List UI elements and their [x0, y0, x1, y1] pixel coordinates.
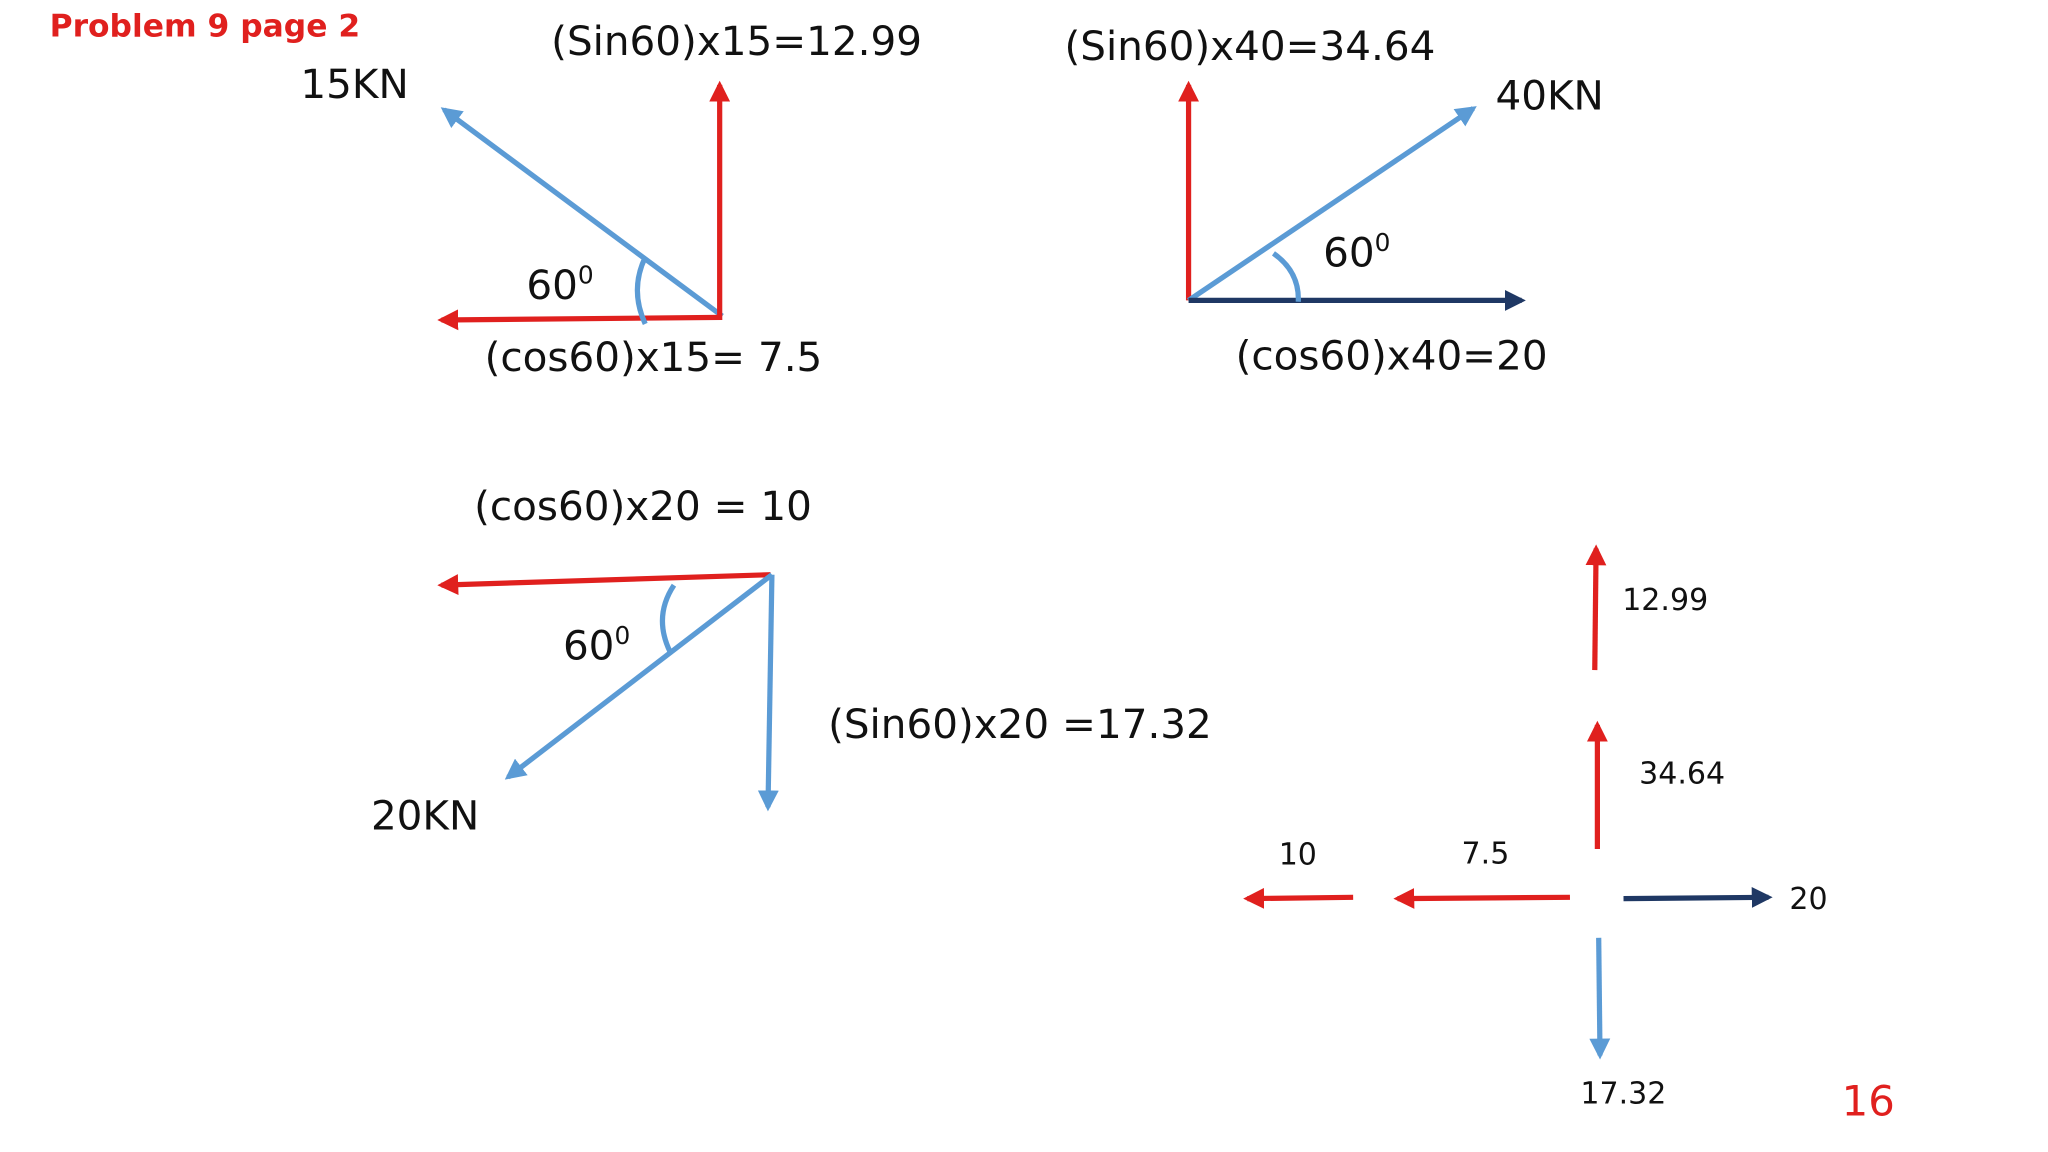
- vertical-label: (Sin60)x40=34.64: [1064, 22, 1435, 70]
- diagram-15kn: 15KN (Sin60)x15=12.99 (cos60)x15= 7.5 60…: [300, 17, 922, 381]
- angle-arc: [659, 583, 677, 653]
- angle-value: 60: [563, 622, 615, 670]
- force-arrow: [1187, 106, 1477, 303]
- summary-label: 20: [1789, 882, 1827, 917]
- horizontal-label: (cos60)x20 = 10: [474, 482, 812, 530]
- force-label: 40KN: [1496, 72, 1604, 120]
- angle-unit: 0: [1375, 228, 1391, 257]
- diagram-20kn: (cos60)x20 = 10 600 20KN (Sin60)x20 =17.…: [371, 482, 1212, 840]
- vertical-label: (Sin60)x15=12.99: [551, 17, 922, 65]
- title: Problem 9 page 2: [50, 9, 361, 45]
- horizontal-label: (cos60)x15= 7.5: [485, 333, 823, 381]
- angle-arc: [1271, 251, 1301, 302]
- force-arrow: [440, 107, 724, 319]
- summary-label: 10: [1279, 838, 1317, 873]
- arrow-right: [1623, 887, 1773, 908]
- angle-label: 600: [1323, 228, 1390, 277]
- summary-label: 17.32: [1580, 1077, 1666, 1112]
- summary-label: 12.99: [1622, 583, 1708, 618]
- horizontal-arrow: [437, 309, 723, 331]
- angle-arc: [634, 256, 648, 326]
- arrow-left: [1243, 887, 1354, 909]
- arrow-down: [1589, 937, 1611, 1060]
- force-label: 20KN: [371, 791, 479, 839]
- force-arrow: [504, 572, 774, 780]
- arrow-up: [1585, 544, 1607, 671]
- angle-unit: 0: [578, 260, 594, 289]
- horizontal-arrow: [437, 572, 771, 596]
- angle-value: 60: [526, 261, 578, 309]
- angle-unit: 0: [614, 621, 630, 650]
- summary-label: 7.5: [1462, 836, 1510, 871]
- force-label: 15KN: [300, 60, 408, 108]
- summary-diagram: 12.99 34.64 10 7.5 20 17.32: [1243, 544, 1828, 1112]
- horizontal-label: (cos60)x40=20: [1236, 332, 1548, 380]
- vertical-arrow: [757, 574, 779, 812]
- angle-label: 600: [526, 260, 593, 309]
- summary-label: 34.64: [1639, 757, 1725, 792]
- arrow-left: [1393, 888, 1570, 909]
- page-number: 16: [1842, 1076, 1895, 1125]
- vertical-label: (Sin60)x20 =17.32: [828, 700, 1212, 748]
- angle-value: 60: [1323, 228, 1375, 276]
- angle-label: 600: [563, 621, 630, 670]
- diagram-40kn: (Sin60)x40=34.64 40KN (cos60)x40=20 600: [1064, 22, 1603, 380]
